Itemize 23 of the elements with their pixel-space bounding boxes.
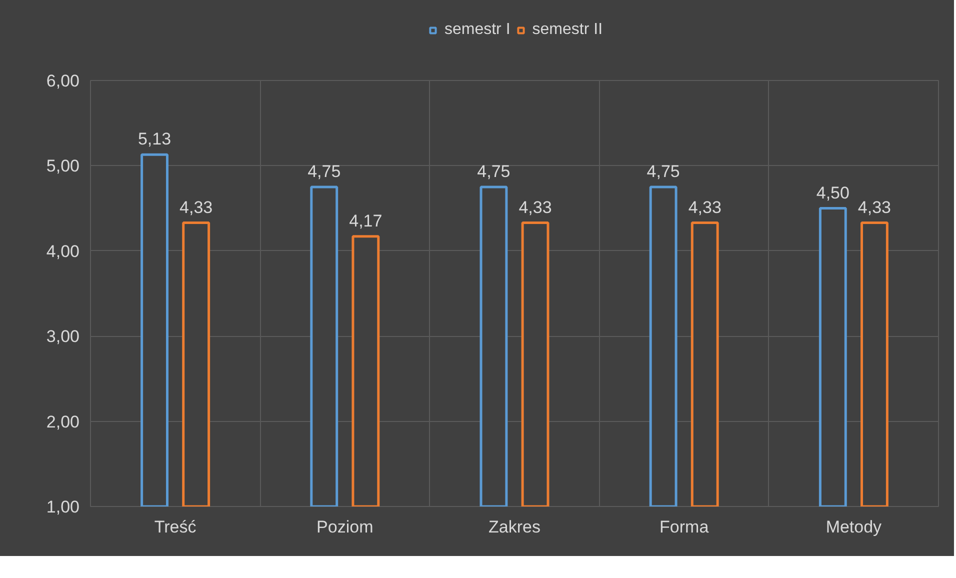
x-tick-label: Metody [826,518,882,536]
data-label: 4,75 [308,162,341,181]
legend-label: semestr II [532,21,603,39]
y-tick-label: 5,00 [46,156,80,176]
data-label: 4,33 [688,198,722,217]
y-tick-label: 3,00 [46,327,80,346]
data-label: 4,33 [518,198,552,217]
data-label: 4,33 [858,198,892,217]
data-label: 4,50 [816,183,850,202]
data-label: 4,75 [477,162,510,181]
y-tick-label: 2,00 [46,412,80,432]
x-tick-label: Poziom [316,518,374,536]
x-tick-label: Zakres [488,518,540,536]
data-label: 4,33 [180,198,213,217]
data-label: 4,75 [646,162,680,181]
data-label: 5,13 [138,130,172,149]
x-tick-label: Treść [154,518,197,536]
legend-label: semestr I [444,21,510,39]
data-label: 4,17 [349,211,382,230]
y-tick-label: 4,00 [46,242,80,261]
x-tick-label: Forma [660,518,710,536]
y-tick-label: 6,00 [46,72,80,90]
y-tick-label: 1,00 [46,498,80,516]
